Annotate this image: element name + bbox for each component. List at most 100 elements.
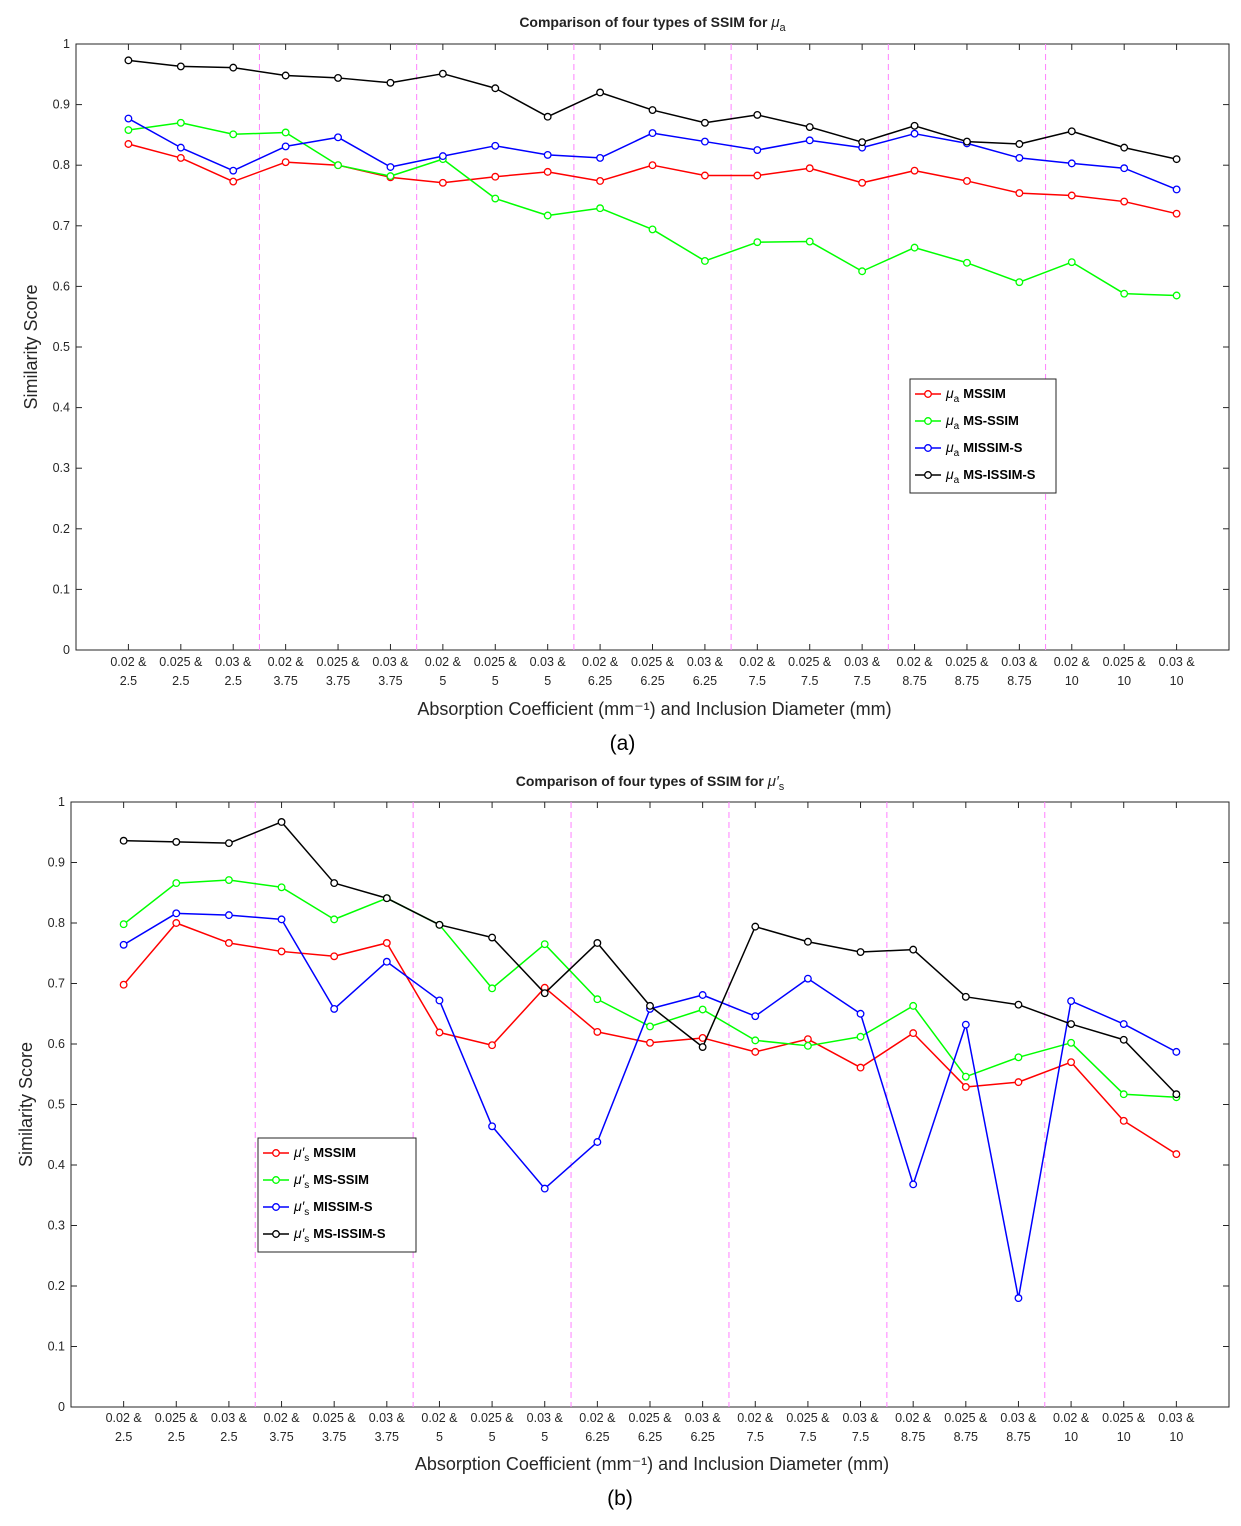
legend-subscript-a-2: a <box>954 448 960 459</box>
x-tick-label-a-15: 0.02 & <box>896 655 933 669</box>
data-point-b-1-1 <box>172 879 181 888</box>
legend-entry-b-1: μ′s MS-SSIM <box>293 1171 369 1191</box>
data-point-b-2-17 <box>1014 1294 1023 1303</box>
legend-entry-a-3: μa MS-ISSIM-S <box>945 466 1036 486</box>
x-tick-label-b-0: 0.02 & <box>106 1411 143 1425</box>
x-tick-sublabel-b-3: 3.75 <box>269 1430 293 1444</box>
x-tick-label-b-1: 0.025 & <box>155 1411 199 1425</box>
x-tick-label-b-17: 0.03 & <box>1000 1411 1037 1425</box>
data-point-b-1-16 <box>961 1072 970 1081</box>
legend-box-a <box>909 378 1057 494</box>
legend-label-a-1: MS-SSIM <box>963 413 1019 428</box>
data-point-a-1-16 <box>963 258 971 267</box>
data-point-a-0-20 <box>1172 209 1181 218</box>
x-tick-sublabel-b-20: 10 <box>1169 1430 1183 1444</box>
data-point-a-3-0 <box>124 56 133 65</box>
data-point-b-1-12 <box>751 1036 760 1045</box>
x-tick-label-b-20: 0.03 & <box>1158 1411 1195 1425</box>
x-tick-label-a-5: 0.03 & <box>372 655 409 669</box>
legend-label-b-2: MISSIM-S <box>313 1199 373 1214</box>
data-point-a-1-8 <box>543 211 552 220</box>
y-tick-label-b-6: 0.6 <box>48 1037 65 1051</box>
x-tick-sublabel-b-17: 8.75 <box>1006 1430 1030 1444</box>
data-point-b-0-10 <box>646 1038 654 1047</box>
data-point-b-1-0 <box>119 920 128 929</box>
y-tick-label-a-5: 0.5 <box>53 340 70 354</box>
data-point-b-2-3 <box>277 915 286 924</box>
legend-symbol-b-1: μ′ <box>293 1171 306 1187</box>
x-tick-label-b-5: 0.03 & <box>369 1411 406 1425</box>
y-tick-label-a-4: 0.4 <box>53 401 70 415</box>
data-point-a-2-0 <box>124 114 133 123</box>
chart-title-text-a: Comparison of four types of SSIM for <box>519 14 771 30</box>
y-tick-label-a-7: 0.7 <box>53 219 70 233</box>
legend-subscript-a-1: a <box>954 421 960 432</box>
data-point-b-3-20 <box>1172 1090 1181 1099</box>
x-tick-sublabel-b-5: 3.75 <box>375 1430 399 1444</box>
data-point-b-2-2 <box>224 911 233 920</box>
y-tick-label-a-3: 0.3 <box>53 461 70 475</box>
chart-b-svg: 0 0.1 0.2 0.3 0.4 0.5 0.6 0.7 0.8 0.9 1 0.02 & 2.5 0.… <box>16 773 1230 1510</box>
data-point-b-1-14 <box>856 1032 865 1041</box>
data-point-a-1-2 <box>229 130 238 139</box>
data-point-b-0-16 <box>961 1083 970 1091</box>
data-point-a-3-17 <box>1015 140 1024 148</box>
data-point-a-3-8 <box>543 112 552 121</box>
x-tick-sublabel-a-18: 10 <box>1065 674 1079 688</box>
data-point-a-3-3 <box>281 71 290 80</box>
legend-label-b-0: MSSIM <box>313 1145 356 1160</box>
x-tick-sublabel-a-7: 5 <box>492 674 499 688</box>
x-tick-sublabel-b-16: 8.75 <box>954 1430 978 1444</box>
data-point-b-3-13 <box>803 937 812 946</box>
legend-label-a-2: MISSIM-S <box>963 440 1023 455</box>
data-point-b-2-7 <box>488 1122 497 1131</box>
legend-marker-a-1 <box>924 417 932 425</box>
legend-label-b-3: MS-ISSIM-S <box>313 1226 386 1241</box>
x-tick-sublabel-a-4: 3.75 <box>326 674 350 688</box>
x-tick-sublabel-b-9: 6.25 <box>585 1430 609 1444</box>
data-point-b-0-12 <box>751 1047 760 1056</box>
x-tick-label-a-19: 0.025 & <box>1103 655 1147 669</box>
legend-subscript-b-0: s <box>304 1153 309 1164</box>
x-tick-label-a-11: 0.03 & <box>687 655 724 669</box>
x-tick-label-b-6: 0.02 & <box>421 1411 458 1425</box>
data-point-b-3-14 <box>856 948 865 956</box>
x-tick-sublabel-a-2: 2.5 <box>225 674 242 688</box>
data-point-a-0-6 <box>438 178 447 187</box>
y-tick-label-b-7: 0.7 <box>48 977 65 991</box>
data-point-b-0-5 <box>382 939 391 947</box>
data-point-a-0-13 <box>805 164 814 173</box>
y-axis-label-b: Similarity Score <box>16 1042 36 1167</box>
legend-marker-b-3 <box>272 1230 280 1238</box>
legend-entry-a-2: μa MISSIM-S <box>945 439 1023 459</box>
data-point-b-3-18 <box>1067 1020 1076 1028</box>
data-point-b-3-0 <box>119 836 128 845</box>
data-point-b-0-9 <box>593 1027 602 1036</box>
data-point-a-0-17 <box>1015 189 1024 198</box>
data-point-a-1-17 <box>1015 278 1024 287</box>
y-tick-label-b-9: 0.9 <box>48 856 65 870</box>
x-tick-sublabel-a-14: 7.5 <box>853 674 870 688</box>
chart-a-svg: 0 0.1 0.2 0.3 0.4 0.5 0.6 0.7 0.8 0.9 1 0.02 & 2.5 0.… <box>21 14 1230 755</box>
data-point-b-3-4 <box>330 879 339 888</box>
x-tick-label-b-13: 0.025 & <box>786 1411 830 1425</box>
data-point-a-2-2 <box>229 166 238 175</box>
legend-marker-a-2 <box>924 444 932 452</box>
data-point-a-2-10 <box>648 129 657 138</box>
chart-title-subscript-a: a <box>780 22 787 34</box>
x-tick-label-a-14: 0.03 & <box>844 655 881 669</box>
legend-symbol-b-2: μ′ <box>293 1198 306 1214</box>
panel-label-b: (b) <box>607 1487 633 1510</box>
data-point-b-2-4 <box>330 1004 339 1013</box>
data-point-b-0-3 <box>277 947 286 956</box>
y-axis-label-a: Similarity Score <box>21 284 41 409</box>
data-point-a-1-12 <box>753 238 762 247</box>
legend-entry-b-0: μ′s MSSIM <box>293 1144 356 1164</box>
x-tick-sublabel-b-13: 7.5 <box>799 1430 816 1444</box>
y-tick-label-b-0: 0 <box>58 1400 65 1414</box>
data-point-b-0-18 <box>1067 1058 1076 1067</box>
data-point-a-3-4 <box>334 73 342 82</box>
data-point-b-0-4 <box>330 952 339 961</box>
chart-panel-b: 0 0.1 0.2 0.3 0.4 0.5 0.6 0.7 0.8 0.9 1 0.02 & 2.5 0.… <box>0 760 1241 1526</box>
x-tick-sublabel-a-8: 5 <box>544 674 551 688</box>
